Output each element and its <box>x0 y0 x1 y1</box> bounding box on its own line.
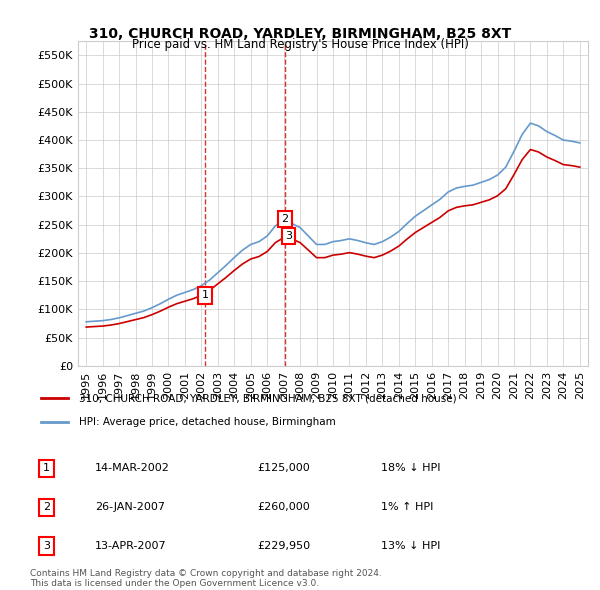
Text: 26-JAN-2007: 26-JAN-2007 <box>95 503 165 512</box>
Text: 1% ↑ HPI: 1% ↑ HPI <box>381 503 433 512</box>
Text: £229,950: £229,950 <box>257 542 310 551</box>
Text: This data is licensed under the Open Government Licence v3.0.: This data is licensed under the Open Gov… <box>30 579 319 588</box>
Text: 18% ↓ HPI: 18% ↓ HPI <box>381 464 440 473</box>
Text: 310, CHURCH ROAD, YARDLEY, BIRMINGHAM, B25 8XT: 310, CHURCH ROAD, YARDLEY, BIRMINGHAM, B… <box>89 27 511 41</box>
Text: 3: 3 <box>285 231 292 241</box>
Text: 1: 1 <box>202 290 208 300</box>
Text: 13-APR-2007: 13-APR-2007 <box>95 542 166 551</box>
Text: Price paid vs. HM Land Registry's House Price Index (HPI): Price paid vs. HM Land Registry's House … <box>131 38 469 51</box>
Text: 1: 1 <box>43 464 50 473</box>
Text: 2: 2 <box>43 503 50 512</box>
Text: 3: 3 <box>43 542 50 551</box>
Text: 2: 2 <box>281 214 289 224</box>
Text: £260,000: £260,000 <box>257 503 310 512</box>
Text: 310, CHURCH ROAD, YARDLEY, BIRMINGHAM, B25 8XT (detached house): 310, CHURCH ROAD, YARDLEY, BIRMINGHAM, B… <box>79 394 456 404</box>
Text: Contains HM Land Registry data © Crown copyright and database right 2024.: Contains HM Land Registry data © Crown c… <box>30 569 382 578</box>
Text: 14-MAR-2002: 14-MAR-2002 <box>95 464 170 473</box>
Text: 13% ↓ HPI: 13% ↓ HPI <box>381 542 440 551</box>
Text: £125,000: £125,000 <box>257 464 310 473</box>
Text: HPI: Average price, detached house, Birmingham: HPI: Average price, detached house, Birm… <box>79 417 335 427</box>
